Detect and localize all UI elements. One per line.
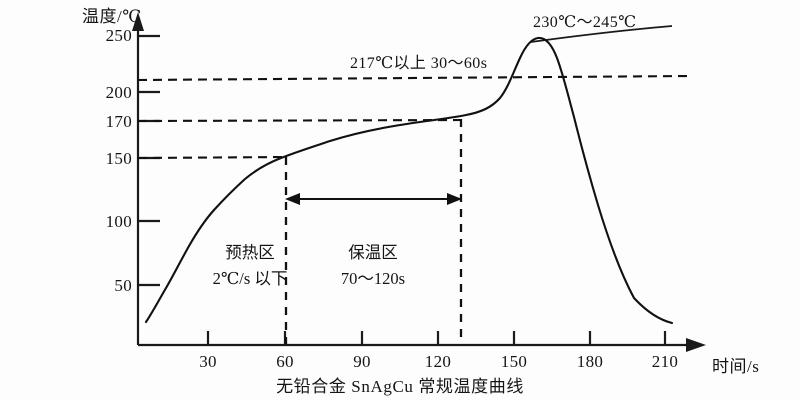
reference-line-217 bbox=[137, 74, 691, 82]
y-tick-label-100: 100 bbox=[105, 212, 132, 231]
preheat-zone-label: 预热区 2℃/s 以下 bbox=[190, 240, 310, 291]
x-tick-marks bbox=[206, 331, 667, 345]
soak-span-arrow bbox=[285, 193, 462, 205]
reference-line-170 bbox=[137, 118, 463, 123]
soak-arrow-left-head bbox=[285, 193, 300, 205]
soak-zone-label: 保温区 70～120s bbox=[313, 240, 433, 291]
y-axis-title: 温度/℃ bbox=[82, 7, 142, 26]
horizontal-reference-lines bbox=[137, 74, 691, 160]
y-tick-label-50: 50 bbox=[114, 276, 132, 295]
preheat-zone-name: 预热区 bbox=[225, 243, 275, 262]
figure-caption: 无铅合金 SnAgCu 常规温度曲线 bbox=[276, 377, 524, 396]
y-tick-label-170: 170 bbox=[105, 112, 132, 131]
x-tick-label-90: 90 bbox=[353, 352, 371, 371]
x-tick-label-210: 210 bbox=[651, 352, 679, 371]
vertical-reference-lines bbox=[284, 119, 463, 344]
soak-zone-time: 70～120s bbox=[340, 268, 406, 288]
y-tick-label-150: 150 bbox=[105, 149, 132, 168]
x-axis-arrowhead bbox=[686, 338, 706, 352]
above-liquidus-annotation: 217℃以上 30～60s bbox=[350, 55, 488, 72]
y-tick-label-250: 250 bbox=[105, 26, 132, 45]
y-tick-marks bbox=[138, 34, 160, 287]
x-tick-label-120: 120 bbox=[424, 352, 452, 371]
y-tick-label-200: 200 bbox=[105, 83, 132, 102]
soak-arrow-right-head bbox=[447, 193, 462, 205]
x-axis-title: 时间/s bbox=[712, 357, 760, 376]
y-axis-arrowhead bbox=[132, 12, 144, 31]
x-tick-label-30: 30 bbox=[199, 352, 217, 371]
x-tick-label-150: 150 bbox=[500, 352, 528, 371]
y-axis bbox=[132, 12, 144, 345]
x-axis bbox=[138, 338, 706, 352]
reference-line-150 bbox=[137, 155, 289, 160]
soak-zone-name: 保温区 bbox=[348, 243, 398, 262]
preheat-zone-rate: 2℃/s 以下 bbox=[212, 268, 288, 288]
x-tick-label-60: 60 bbox=[276, 352, 294, 371]
x-tick-label-180: 180 bbox=[576, 352, 604, 371]
temperature-curve bbox=[144, 36, 674, 325]
peak-temperature-annotation: 230℃～245℃ bbox=[533, 14, 637, 31]
